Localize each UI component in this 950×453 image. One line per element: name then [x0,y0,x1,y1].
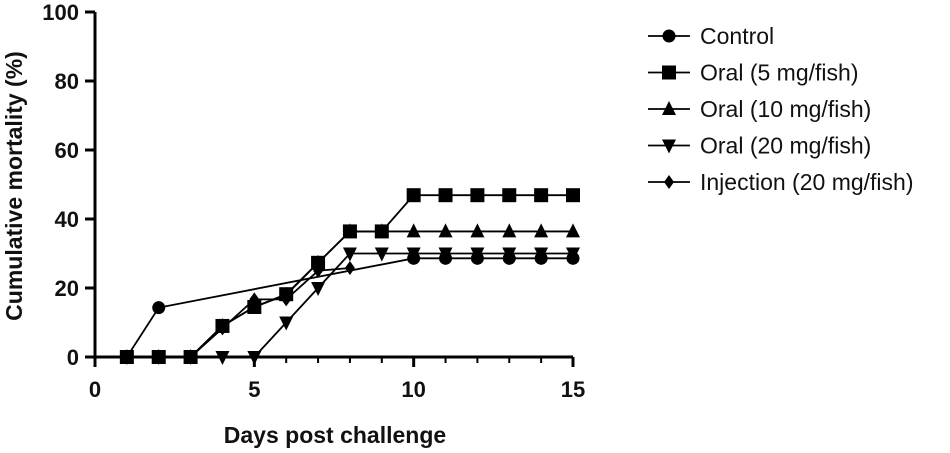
legend-item: Oral (20 mg/fish) [648,133,871,159]
legend-marker [662,101,676,115]
series-3 [119,223,580,363]
data-point [247,351,262,365]
x-tick-label: 0 [89,377,101,402]
series-4 [119,247,580,365]
series-5 [121,260,355,364]
x-tick-label: 10 [401,377,425,402]
data-point [406,247,421,262]
legend-label: Oral (5 mg/fish) [700,60,858,86]
data-point [470,223,485,238]
data-point [470,247,485,262]
data-point [534,188,549,203]
data-point [342,223,357,238]
legend-item: Oral (10 mg/fish) [648,96,871,122]
y-axis-title: Cumulative mortality (%) [1,51,27,321]
y-tick-label: 0 [67,345,79,370]
data-point [281,292,292,307]
data-point [406,223,421,238]
y-tick-label: 40 [55,207,79,232]
data-point [470,188,485,203]
data-point [534,247,549,262]
legend-marker [662,139,676,154]
data-point [311,282,326,296]
data-point [153,350,164,364]
series-line [126,267,351,358]
data-point [566,223,580,238]
data-point [438,223,453,238]
legend-label: Control [700,23,774,49]
legend-marker [662,29,676,43]
data-point [534,223,549,238]
data-point [566,188,580,203]
data-point [313,263,324,278]
data-point [438,247,453,262]
data-point [121,350,132,364]
data-point [185,350,196,364]
y-tick-label: 20 [55,276,79,301]
legend: Control Oral (5 mg/fish) Oral (10 mg/fish)… [648,23,913,195]
x-tick-label: 15 [561,377,585,402]
data-point [344,260,355,275]
data-point [279,316,294,331]
legend-marker [664,175,674,189]
series-line [126,194,573,358]
legend-marker [662,65,676,80]
data-point [217,321,228,336]
data-point [502,223,517,238]
data-point [249,292,260,307]
legend-item: Control [648,23,774,49]
data-point [152,301,166,315]
series-2 [119,188,580,364]
legend-label: Oral (10 mg/fish) [700,96,871,122]
legend-item: Oral (5 mg/fish) [648,60,858,86]
data-point [342,247,357,262]
data-point [566,247,580,262]
y-tick-label: 100 [42,0,79,25]
data-point [311,254,326,269]
legend-label: Oral (20 mg/fish) [700,133,871,159]
y-tick-label: 80 [55,69,79,94]
y-tick-label: 60 [55,138,79,163]
data-point [438,188,453,203]
data-point [502,188,517,203]
x-axis-title: Days post challenge [224,422,446,448]
data-point [406,188,421,203]
data-point [374,247,389,262]
legend-label: Injection (20 mg/fish) [700,169,913,195]
data-point [374,223,389,238]
data-point [502,247,517,262]
data-point [215,351,230,365]
series-layer [119,188,580,365]
x-tick-label: 5 [248,377,260,402]
legend-item: Injection (20 mg/fish) [648,169,913,195]
